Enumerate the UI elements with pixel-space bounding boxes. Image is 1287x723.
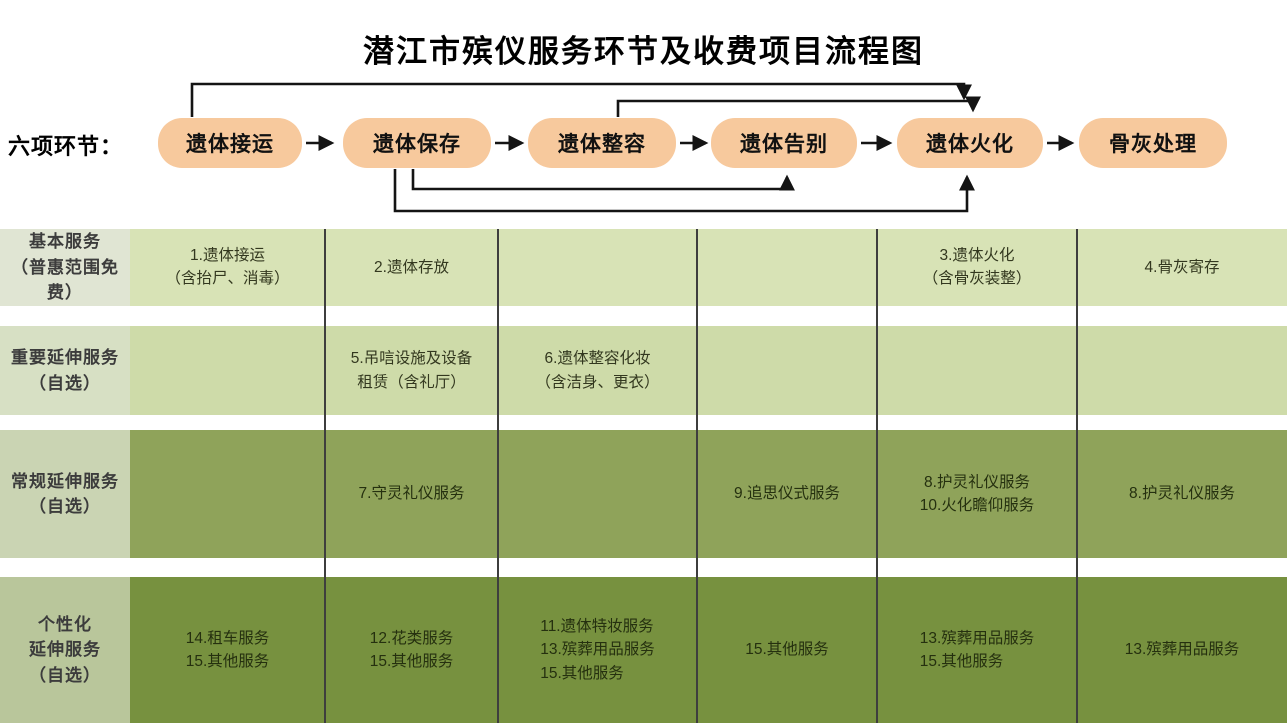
table-cell: 2.遗体存放 — [325, 229, 498, 306]
arrow-grooming-to-cremation — [616, 96, 982, 117]
table-cell — [498, 229, 697, 306]
table-column-divider — [876, 229, 878, 723]
row-header-important-extended-services: 重要延伸服务 （自选） — [0, 326, 130, 415]
flow-step-pill-farewell: 遗体告别 — [711, 118, 857, 168]
page-title: 潜江市殡仪服务环节及收费项目流程图 — [363, 34, 924, 69]
table-cell: 8.护灵礼仪服务 10.火化瞻仰服务 — [877, 430, 1077, 558]
row-header-personalized-extended-services: 个性化 延伸服务 （自选） — [0, 577, 130, 723]
table-column-divider — [324, 229, 326, 723]
table-cell: 3.遗体火化 （含骨灰装整） — [877, 229, 1077, 306]
table-cell: 4.骨灰寄存 — [1077, 229, 1287, 306]
arrow-storage-to-farewell — [411, 169, 796, 191]
flow-step-pill-body-pickup: 遗体接运 — [158, 118, 302, 168]
table-cell — [697, 229, 877, 306]
row-header-regular-extended-services: 常规延伸服务 （自选） — [0, 430, 130, 558]
flow-stage-label: 六项环节： — [8, 134, 124, 159]
table-cell — [130, 430, 325, 558]
table-cell: 15.其他服务 — [697, 577, 877, 723]
table-column-divider — [1076, 229, 1078, 723]
table-row-regular-extended-services: 常规延伸服务 （自选） 7.守灵礼仪服务 9.追思仪式服务 8.护灵礼仪服务 1… — [0, 430, 1287, 558]
table-cell: 1.遗体接运 （含抬尸、消毒） — [130, 229, 325, 306]
flow-step-pill-cremation: 遗体火化 — [897, 118, 1043, 168]
table-cell — [1077, 326, 1287, 415]
table-cell: 8.护灵礼仪服务 — [1077, 430, 1287, 558]
table-cell — [697, 326, 877, 415]
table-cell: 6.遗体整容化妆 （含洁身、更衣） — [498, 326, 697, 415]
table-row-basic-services: 基本服务 （普惠范围免费） 1.遗体接运 （含抬尸、消毒） 2.遗体存放 3.遗… — [0, 229, 1287, 306]
arrow-storage-to-cremation — [393, 169, 976, 213]
table-cell — [877, 326, 1077, 415]
table-cell: 7.守灵礼仪服务 — [325, 430, 498, 558]
flow-arrows — [190, 82, 1075, 213]
table-cell: 5.吊唁设施及设备 租赁（含礼厅） — [325, 326, 498, 415]
flow-step-pill-body-storage: 遗体保存 — [343, 118, 491, 168]
table-row-personalized-extended-services: 个性化 延伸服务 （自选） 14.租车服务 15.其他服务 12.花类服务 15… — [0, 577, 1287, 723]
flow-step-pill-ashes: 骨灰处理 — [1079, 118, 1227, 168]
flow-step-pill-body-grooming: 遗体整容 — [528, 118, 676, 168]
table-row-important-extended-services: 重要延伸服务 （自选） 5.吊唁设施及设备 租赁（含礼厅） 6.遗体整容化妆 （… — [0, 326, 1287, 415]
arrow-pickup-to-cremation — [190, 82, 973, 117]
table-column-divider — [497, 229, 499, 723]
table-cell: 11.遗体特妆服务 13.殡葬用品服务 15.其他服务 — [498, 577, 697, 723]
table-cell: 13.殡葬用品服务 15.其他服务 — [877, 577, 1077, 723]
table-column-divider — [696, 229, 698, 723]
table-cell: 14.租车服务 15.其他服务 — [130, 577, 325, 723]
table-cell: 12.花类服务 15.其他服务 — [325, 577, 498, 723]
table-cell: 9.追思仪式服务 — [697, 430, 877, 558]
table-cell: 13.殡葬用品服务 — [1077, 577, 1287, 723]
table-cell — [130, 326, 325, 415]
row-header-basic-services: 基本服务 （普惠范围免费） — [0, 229, 130, 306]
table-cell — [498, 430, 697, 558]
